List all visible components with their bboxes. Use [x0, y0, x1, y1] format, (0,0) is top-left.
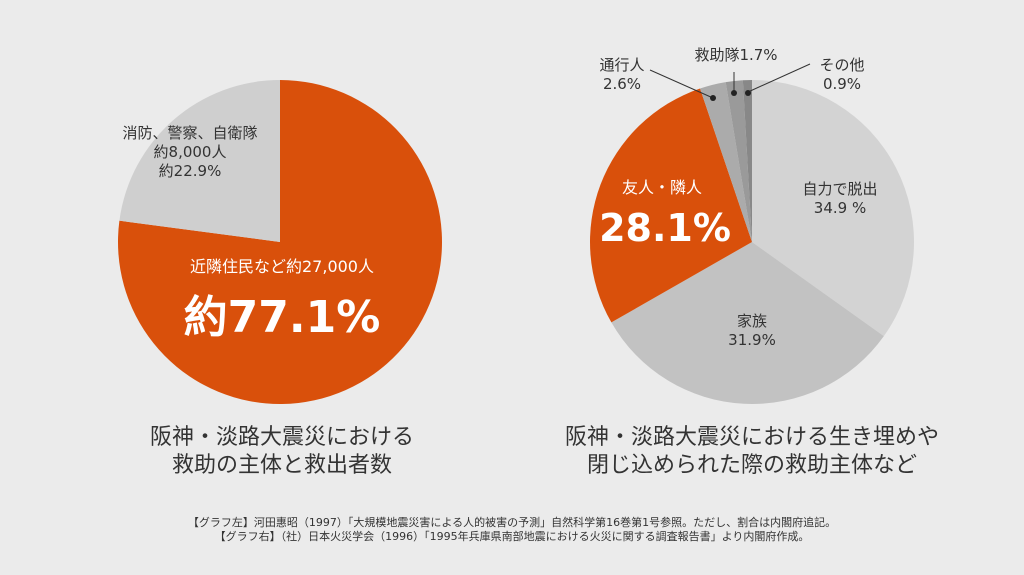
label: その他: [819, 56, 865, 74]
label: 救助隊: [694, 46, 740, 64]
source-note-right: 【グラフ右】（社）日本火災学会（1996）「1995年兵庫県南部地震における火災…: [214, 529, 810, 543]
leader-line-passerby: [649, 69, 714, 99]
pie-slice: [725, 80, 752, 243]
title-line: 閉じ込められた際の救助主体など: [586, 452, 918, 478]
slice-value-neighbors: 約77.1%: [183, 292, 381, 343]
slice-label-rescue: 救助隊1.7%: [694, 46, 777, 65]
dot-other: [745, 90, 751, 96]
slice-value-friends: 28.1%: [599, 206, 731, 250]
slice-label-responders: 消防、警察、自衛隊 約8,000人 約22.9%: [122, 124, 257, 180]
left-chart-title: 阪神・淡路大震災における 救助の主体と救出者数: [150, 424, 414, 479]
label: 自力で脱出: [802, 180, 878, 198]
title-line: 阪神・淡路大震災における: [149, 425, 415, 450]
leader-lines: [649, 63, 811, 99]
pie-slice: [700, 82, 752, 242]
title-line: 救助の主体と救出者数: [171, 452, 393, 478]
value: 約22.9%: [158, 161, 222, 180]
value: 31.9%: [728, 330, 776, 349]
source-note-left: 【グラフ左】河田惠昭（1997）「大規模地震災害による人的被害の予測」自然科学第…: [187, 516, 837, 529]
label: 消防、警察、自衛隊: [122, 124, 258, 142]
slice-label-friends: 友人・隣人: [621, 178, 703, 197]
slice-label-self: 自力で脱出 34.9 %: [802, 180, 877, 218]
leader-dots: [710, 90, 751, 101]
right-pie: [590, 80, 914, 405]
label: 通行人: [599, 56, 645, 74]
dot-passerby: [710, 95, 716, 101]
pie-slice: [752, 80, 914, 337]
dot-rescue: [731, 90, 737, 96]
label: 家族: [736, 312, 767, 330]
leader-line-other: [747, 63, 811, 93]
slice-label-passerby: 通行人 2.6%: [599, 56, 644, 94]
pie-slice: [590, 88, 752, 323]
value: 1.7%: [739, 46, 778, 64]
right-chart-title: 阪神・淡路大震災における生き埋めや 閉じ込められた際の救助主体など: [565, 424, 939, 479]
title-line: 阪神・淡路大震災における生き埋めや: [564, 425, 940, 450]
count: 約8,000人: [153, 142, 227, 161]
slice-label-family: 家族 31.9%: [728, 312, 776, 350]
source-notes: 【グラフ左】河田惠昭（1997）「大規模地震災害による人的被害の予測」自然科学第…: [188, 516, 836, 544]
slice-label-neighbors: 近隣住民など約27,000人: [190, 257, 374, 276]
pie-slice: [119, 80, 280, 242]
slice-label-other: その他 0.9%: [819, 56, 864, 94]
left-pie: [118, 80, 443, 404]
value: 34.9 %: [813, 198, 867, 217]
pie-slice: [611, 242, 884, 405]
value: 0.9%: [822, 74, 862, 93]
pie-slice: [742, 80, 752, 242]
value: 2.6%: [602, 74, 642, 93]
